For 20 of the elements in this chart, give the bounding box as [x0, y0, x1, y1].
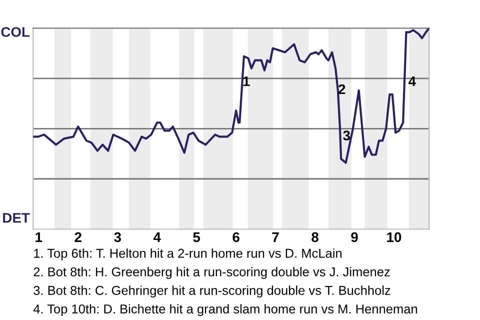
x-tick-label: 8	[312, 232, 318, 242]
x-tick-label: 9	[351, 232, 358, 242]
annotation: 2	[338, 84, 346, 94]
annotation: 1	[243, 76, 250, 86]
annotation: 3	[343, 130, 350, 140]
x-tick-label: 5	[193, 232, 200, 242]
annotation: 4	[408, 76, 416, 86]
x-tick-label: 3	[114, 232, 121, 242]
text: DET	[3, 213, 30, 223]
text: COL	[1, 27, 30, 37]
x-tick-label: 10	[387, 232, 402, 242]
x-tick-label: 6	[232, 232, 240, 242]
text: 2. Bot 8th: H. Greenberg hit a run-scoring double vs J. Jimenez	[34, 267, 390, 279]
text: 3. Bot 8th: C. Gehringer hit a run-scoring double vs T. Buchholz	[34, 286, 390, 298]
x-tick-label: 2	[74, 232, 82, 242]
x-tick-label: 7	[272, 232, 279, 242]
x-tick-label: 4	[153, 232, 161, 242]
x-tick-label: 1	[36, 232, 42, 242]
text: 1. Top 6th: T. Helton hit a 2-run home run vs D. McLain	[34, 248, 342, 260]
text: 4. Top 10th: D. Bichette hit a grand slam home run vs M. Henneman	[33, 304, 418, 316]
